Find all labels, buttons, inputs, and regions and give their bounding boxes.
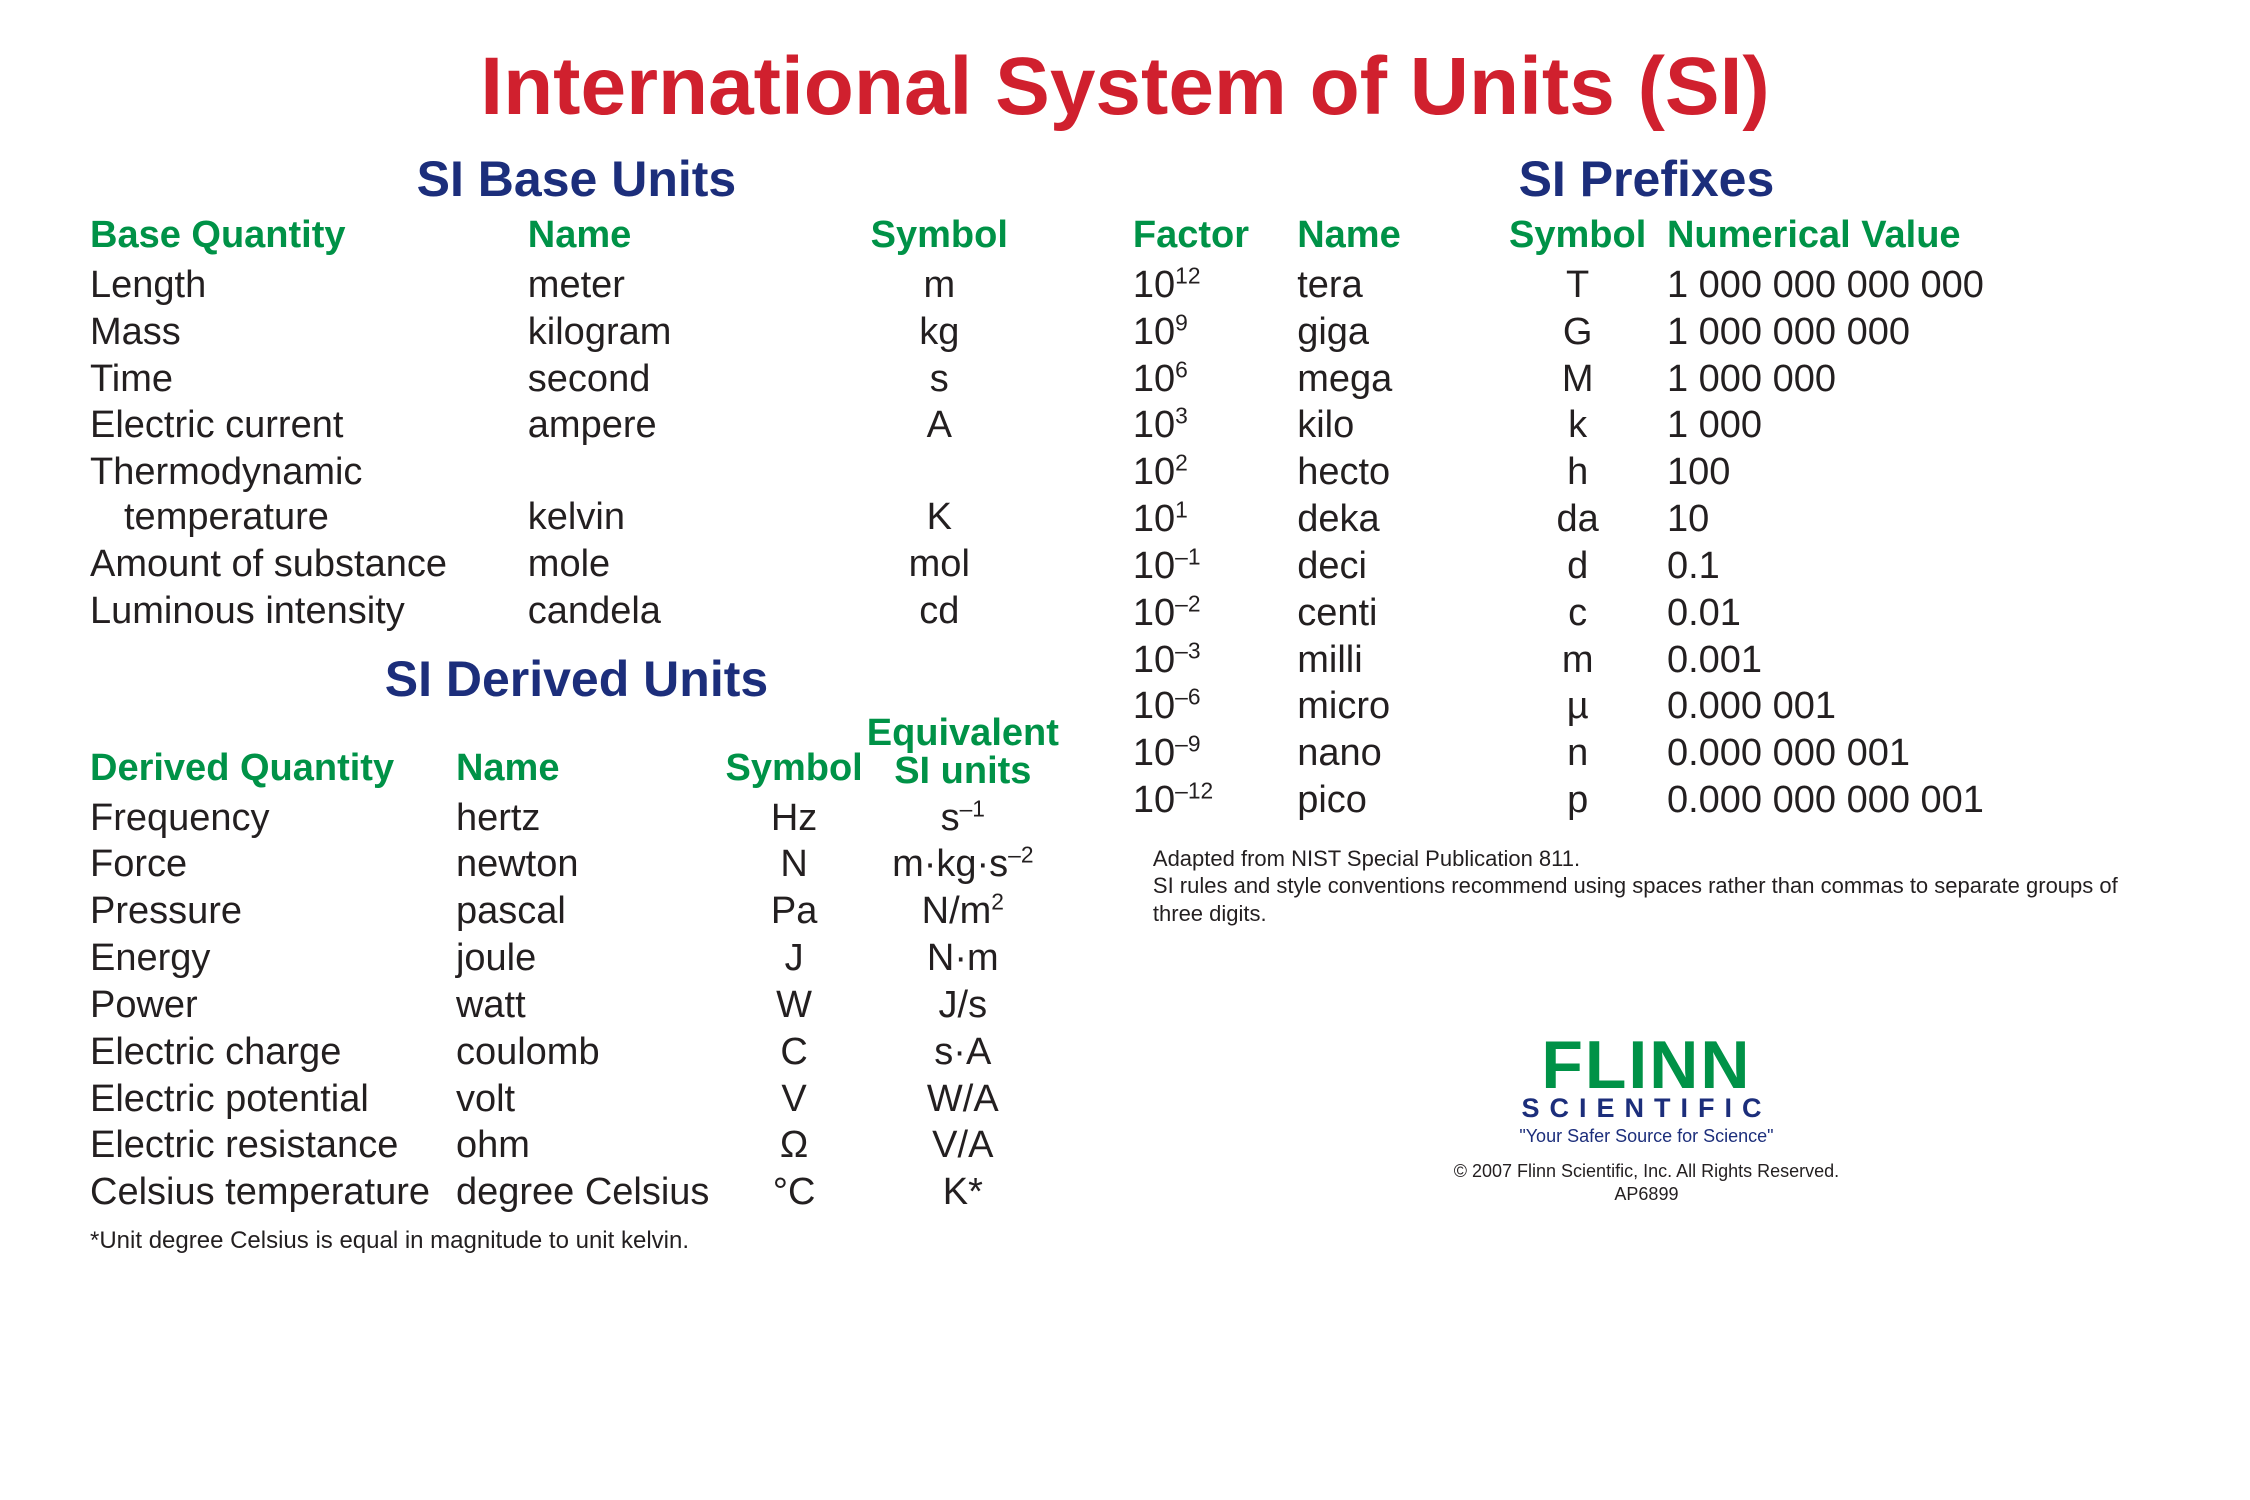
table-row: Electric resistanceohmΩV/A [90, 1123, 1063, 1170]
logo-main: FLINN [1133, 1037, 2160, 1095]
derived-units-table: Derived Quantity Name Symbol Equivalent … [90, 712, 1063, 1217]
col-header: Equivalent SI units [867, 712, 1063, 796]
col-header: Symbol [1492, 212, 1667, 263]
table-row: Luminous intensitycandelacd [90, 589, 1063, 636]
right-column: SI Prefixes Factor Name Symbol Numerical… [1133, 144, 2160, 1255]
copyright: © 2007 Flinn Scientific, Inc. All Rights… [1133, 1161, 2160, 1182]
table-row: Masskilogramkg [90, 310, 1063, 357]
table-row: 10–1decid0.1 [1133, 544, 2160, 591]
logo-sub: SCIENTIFIC [1133, 1093, 2160, 1124]
logo-tagline: "Your Safer Source for Science" [1133, 1126, 2160, 1147]
table-row: 1012teraT1 000 000 000 000 [1133, 263, 2160, 310]
table-row: 10–6microµ0.000 001 [1133, 684, 2160, 731]
col-header: Numerical Value [1667, 212, 2160, 263]
prefixes-table: Factor Name Symbol Numerical Value 1012t… [1133, 212, 2160, 825]
table-row: PressurepascalPaN/m2 [90, 889, 1063, 936]
table-row: Timeseconds [90, 357, 1063, 404]
table-row: FrequencyhertzHzs–1 [90, 796, 1063, 843]
sku: AP6899 [1133, 1184, 2160, 1205]
table-row: EnergyjouleJN·m [90, 936, 1063, 983]
col-header: Factor [1133, 212, 1297, 263]
table-row: PowerwattWJ/s [90, 983, 1063, 1030]
main-title: International System of Units (SI) [90, 40, 2160, 134]
prefixes-title: SI Prefixes [1133, 150, 2160, 208]
col-header: Derived Quantity [90, 712, 456, 796]
derived-footnote: *Unit degree Celsius is equal in magnitu… [90, 1227, 1063, 1255]
derived-units-title: SI Derived Units [90, 650, 1063, 708]
logo-block: FLINN SCIENTIFIC "Your Safer Source for … [1133, 1037, 2160, 1205]
base-units-title: SI Base Units [90, 150, 1063, 208]
table-row: 102hectoh100 [1133, 450, 2160, 497]
col-header: Symbol [820, 212, 1063, 263]
prefix-note: Adapted from NIST Special Publication 81… [1133, 845, 2160, 928]
col-header: Symbol [725, 712, 866, 796]
table-row: Electric potentialvoltVW/A [90, 1077, 1063, 1124]
col-header: Name [528, 212, 820, 263]
left-column: SI Base Units Base Quantity Name Symbol … [90, 144, 1063, 1255]
base-units-table: Base Quantity Name Symbol LengthmetermMa… [90, 212, 1063, 636]
table-row: 10–2centic0.01 [1133, 591, 2160, 638]
table-row: ForcenewtonNm·kg·s–2 [90, 842, 1063, 889]
table-row: 109gigaG1 000 000 000 [1133, 310, 2160, 357]
table-row: 10–3millim0.001 [1133, 638, 2160, 685]
col-header: Name [1297, 212, 1492, 263]
table-row: 10–12picop0.000 000 000 001 [1133, 778, 2160, 825]
col-header: Name [456, 712, 726, 796]
table-row: Lengthmeterm [90, 263, 1063, 310]
table-row: 106megaM1 000 000 [1133, 357, 2160, 404]
table-row: Celsius temperaturedegree Celsius°CK* [90, 1170, 1063, 1217]
table-row: Electric currentampereA [90, 403, 1063, 450]
table-row: Amount of substancemolemol [90, 542, 1063, 589]
table-row: Electric chargecoulombCs·A [90, 1030, 1063, 1077]
table-row: 10–9nanon0.000 000 001 [1133, 731, 2160, 778]
table-row: 101dekada10 [1133, 497, 2160, 544]
table-row: ThermodynamictemperaturekelvinK [90, 450, 1063, 542]
table-row: 103kilok1 000 [1133, 403, 2160, 450]
col-header: Base Quantity [90, 212, 528, 263]
